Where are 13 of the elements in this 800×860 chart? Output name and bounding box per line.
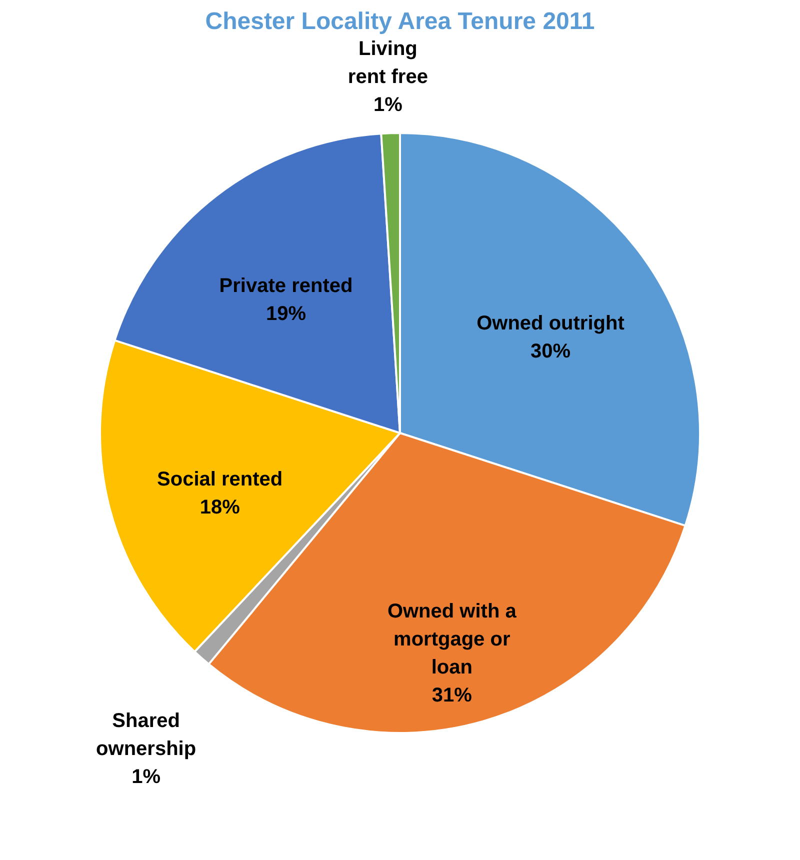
data-label: 19% <box>266 303 306 326</box>
slice-label: Owned outright <box>476 312 625 335</box>
data-label: 1% <box>132 766 161 788</box>
slice-label: Private rented <box>219 275 353 298</box>
data-label: 1% <box>373 94 403 116</box>
data-label: 31% <box>432 684 472 707</box>
slice-label: Shared ownership <box>96 710 196 760</box>
slice-label: Owned with a mortgage or loan <box>387 600 518 679</box>
data-label: 30% <box>530 340 571 363</box>
chart-title: Chester Locality Area Tenure 2011 <box>205 8 595 35</box>
slice-label: Living rent free <box>348 38 428 88</box>
slice-label: Social rented <box>157 468 283 490</box>
data-label: 18% <box>200 496 240 518</box>
